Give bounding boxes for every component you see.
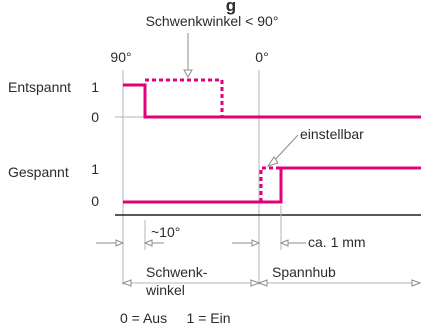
swivel-label-line1: Schwenk- [146,264,208,280]
angle-dim-right-arrow [143,239,153,247]
gespannt-level-1: 1 [91,161,99,177]
clamp-range-right-arrow [411,279,421,287]
legend: 0 = Aus 1 = Ein [120,310,231,326]
title-fragment: g [226,0,236,15]
clamp-range-left-arrow [257,279,268,287]
entspannt-level-1: 1 [91,79,99,95]
stroke-dim-arrow [279,239,289,247]
stroke-label: ca. 1 mm [308,234,366,250]
adjustable-pointer [271,134,299,164]
adjustable-arrowhead [266,156,279,167]
approx-angle-label: ~10° [151,224,180,240]
gespannt-signal-variant [259,166,281,202]
angle-note: Schwenkwinkel < 90° [146,13,279,29]
swivel-range-right-arrow [250,279,261,287]
adjustable-label: einstellbar [300,126,364,142]
row-label-gespannt: Gespannt [8,164,69,180]
gespannt-level-0: 0 [91,193,99,209]
clamp-stroke-label: Spannhub [272,264,336,280]
angle-dim-left-arrow [115,239,125,247]
gespannt-signal [123,166,421,204]
angle-note-arrowhead [183,69,193,79]
entspannt-level-0: 0 [91,109,99,125]
swivel-label-line2: winkel [145,282,185,298]
row-label-entspannt: Entspannt [8,79,71,95]
tick-0-label: 0° [255,49,268,65]
swivel-range-left-arrow [121,279,132,287]
zero-dim-left-arrow [251,239,261,247]
entspannt-signal-variant [145,78,224,117]
entspannt-signal [123,83,421,119]
tick-90-label: 90° [110,49,131,65]
